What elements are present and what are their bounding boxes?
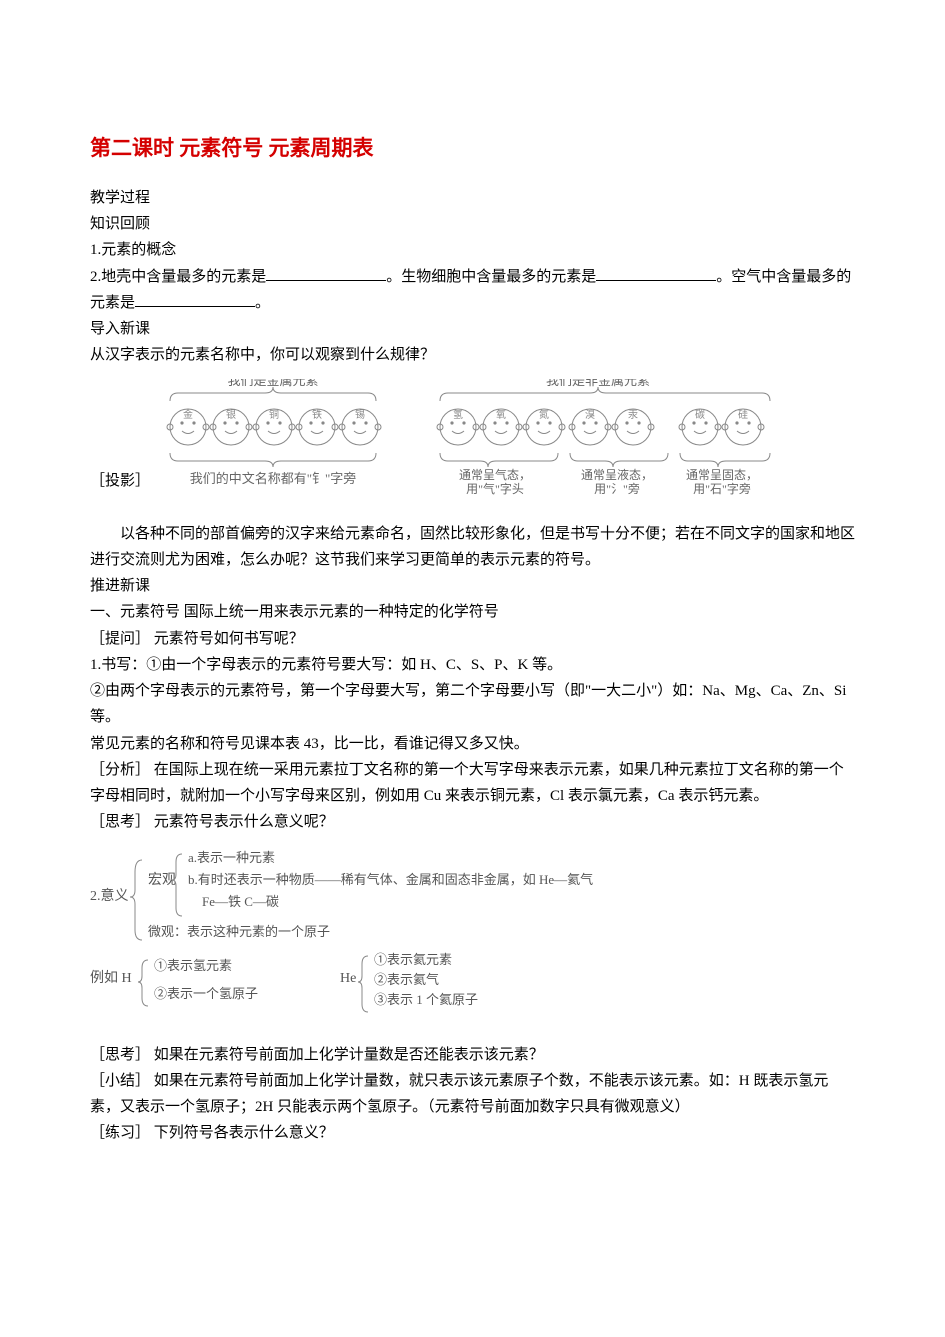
elements-faces-diagram: ［投影］ 我们是金属元素 金 银 铜 铁 锡 我们的中文名称都有"钅"字旁 我们是非金属… <box>90 379 855 499</box>
svg-text:硅: 硅 <box>738 408 748 421</box>
macro-c: Fe—铁 C—碳 <box>202 894 279 909</box>
example-h-2: ②表示一个氢原子 <box>154 986 258 1001</box>
example-he-3: ③表示 1 个氦原子 <box>374 992 478 1007</box>
meaning-main-label: 2.意义 <box>90 887 129 904</box>
tail-p10: ［思考］ 如果在元素符号前面加上化学计量数是否还能表示该元素？ <box>90 1042 855 1068</box>
example-he-1: ①表示氦元素 <box>374 952 452 967</box>
svg-text:氢: 氢 <box>453 408 463 421</box>
example-h-label: 例如 H <box>90 970 132 986</box>
body-p8: ［分析］ 在国际上现在统一采用元素拉丁文名称的第一个大写字母来表示元素，如果几种… <box>90 757 855 810</box>
fill-text-4: 。 <box>255 295 270 311</box>
body-p6: ②由两个字母表示的元素符号，第一个字母要大写，第二个字母要小写（即"一大二小"）… <box>90 678 855 731</box>
svg-text:氮: 氮 <box>539 408 549 421</box>
body-p3: 一、元素符号 国际上统一用来表示元素的一种特定的化学符号 <box>90 599 855 625</box>
body-p4: ［提问］ 元素符号如何书写呢？ <box>90 626 855 652</box>
svg-text:金: 金 <box>183 408 193 421</box>
meaning-svg: 2.意义 宏观 a.表示一种元素 b.有时还表示一种物质——稀有气体、金属和固态… <box>90 842 790 1022</box>
svg-text:铁: 铁 <box>312 408 322 421</box>
blank-3 <box>135 292 255 307</box>
macro-label: 宏观 <box>148 872 176 888</box>
body-p2: 推进新课 <box>90 573 855 599</box>
svg-text:汞: 汞 <box>628 409 638 421</box>
example-h-1: ①表示氢元素 <box>154 958 232 973</box>
example-he-2: ②表示氦气 <box>374 972 439 987</box>
heading-intro: 导入新课 <box>90 316 855 342</box>
fill-text-2: 。生物细胞中含量最多的元素是 <box>386 269 596 285</box>
review-item-1: 1.元素的概念 <box>90 237 855 263</box>
group2a-caption-2: 用"气"字头 <box>466 481 524 496</box>
meaning-diagram: 2.意义 宏观 a.表示一种元素 b.有时还表示一种物质——稀有气体、金属和固态… <box>90 842 855 1022</box>
lesson-title: 第二课时 元素符号 元素周期表 <box>90 130 855 167</box>
fill-text-1: 2.地壳中含量最多的元素是 <box>90 269 266 285</box>
title-topic: 元素符号 元素周期表 <box>174 136 374 160</box>
group1-caption: 我们的中文名称都有"钅"字旁 <box>190 471 357 486</box>
tail-p12: ［练习］ 下列符号各表示什么意义？ <box>90 1120 855 1146</box>
macro-a: a.表示一种元素 <box>188 850 275 865</box>
svg-text:银: 银 <box>226 408 236 421</box>
body-p7: 常见元素的名称和符号见课本表 43，比一比，看谁记得又多又快。 <box>90 731 855 757</box>
intro-question: 从汉字表示的元素名称中，你可以观察到什么规律？ <box>90 342 855 368</box>
macro-b: b.有时还表示一种物质——稀有气体、金属和固态非金属，如 He—氦气 <box>188 872 593 887</box>
heading-process: 教学过程 <box>90 185 855 211</box>
micro-line: 微观：表示这种元素的一个原子 <box>148 924 330 939</box>
group2a-caption-1: 通常呈气态， <box>459 467 531 482</box>
svg-text:碳: 碳 <box>695 408 705 421</box>
group2b-caption-2: 用"氵"旁 <box>594 481 640 496</box>
blank-2 <box>596 266 716 281</box>
svg-text:铜: 铜 <box>269 409 279 421</box>
svg-text:锡: 锡 <box>355 408 365 421</box>
title-lesson-number: 第二课时 <box>90 136 174 160</box>
heading-review: 知识回顾 <box>90 211 855 237</box>
blank-1 <box>266 266 386 281</box>
svg-text:溴: 溴 <box>585 408 595 421</box>
review-item-2: 2.地壳中含量最多的元素是。生物细胞中含量最多的元素是。空气中含量最多的元素是。 <box>90 264 855 317</box>
group2c-caption-2: 用"石"字旁 <box>693 481 751 496</box>
group2c-caption-1: 通常呈固态， <box>686 468 758 482</box>
body-p9: ［思考］ 元素符号表示什么意义呢？ <box>90 809 855 835</box>
body-p5: 1.书写：①由一个字母表示的元素符号要大写：如 H、C、S、P、K 等。 <box>90 652 855 678</box>
faces-svg: 我们是金属元素 金 银 铜 铁 锡 我们的中文名称都有"钅"字旁 我们是非金属元素 氢 氧… <box>150 379 800 499</box>
svg-text:氧: 氧 <box>496 408 506 421</box>
example-he-label: He <box>340 971 356 986</box>
projection-label: ［投影］ <box>90 473 150 489</box>
group1-label: 我们是金属元素 <box>228 379 319 388</box>
group2-label: 我们是非金属元素 <box>546 379 650 388</box>
body-p1: 以各种不同的部首偏旁的汉字来给元素命名，固然比较形象化，但是书写十分不便；若在不… <box>90 521 855 574</box>
tail-p11: ［小结］ 如果在元素符号前面加上化学计量数，就只表示该元素原子个数，不能表示该元… <box>90 1068 855 1121</box>
group2b-caption-1: 通常呈液态， <box>581 467 653 482</box>
